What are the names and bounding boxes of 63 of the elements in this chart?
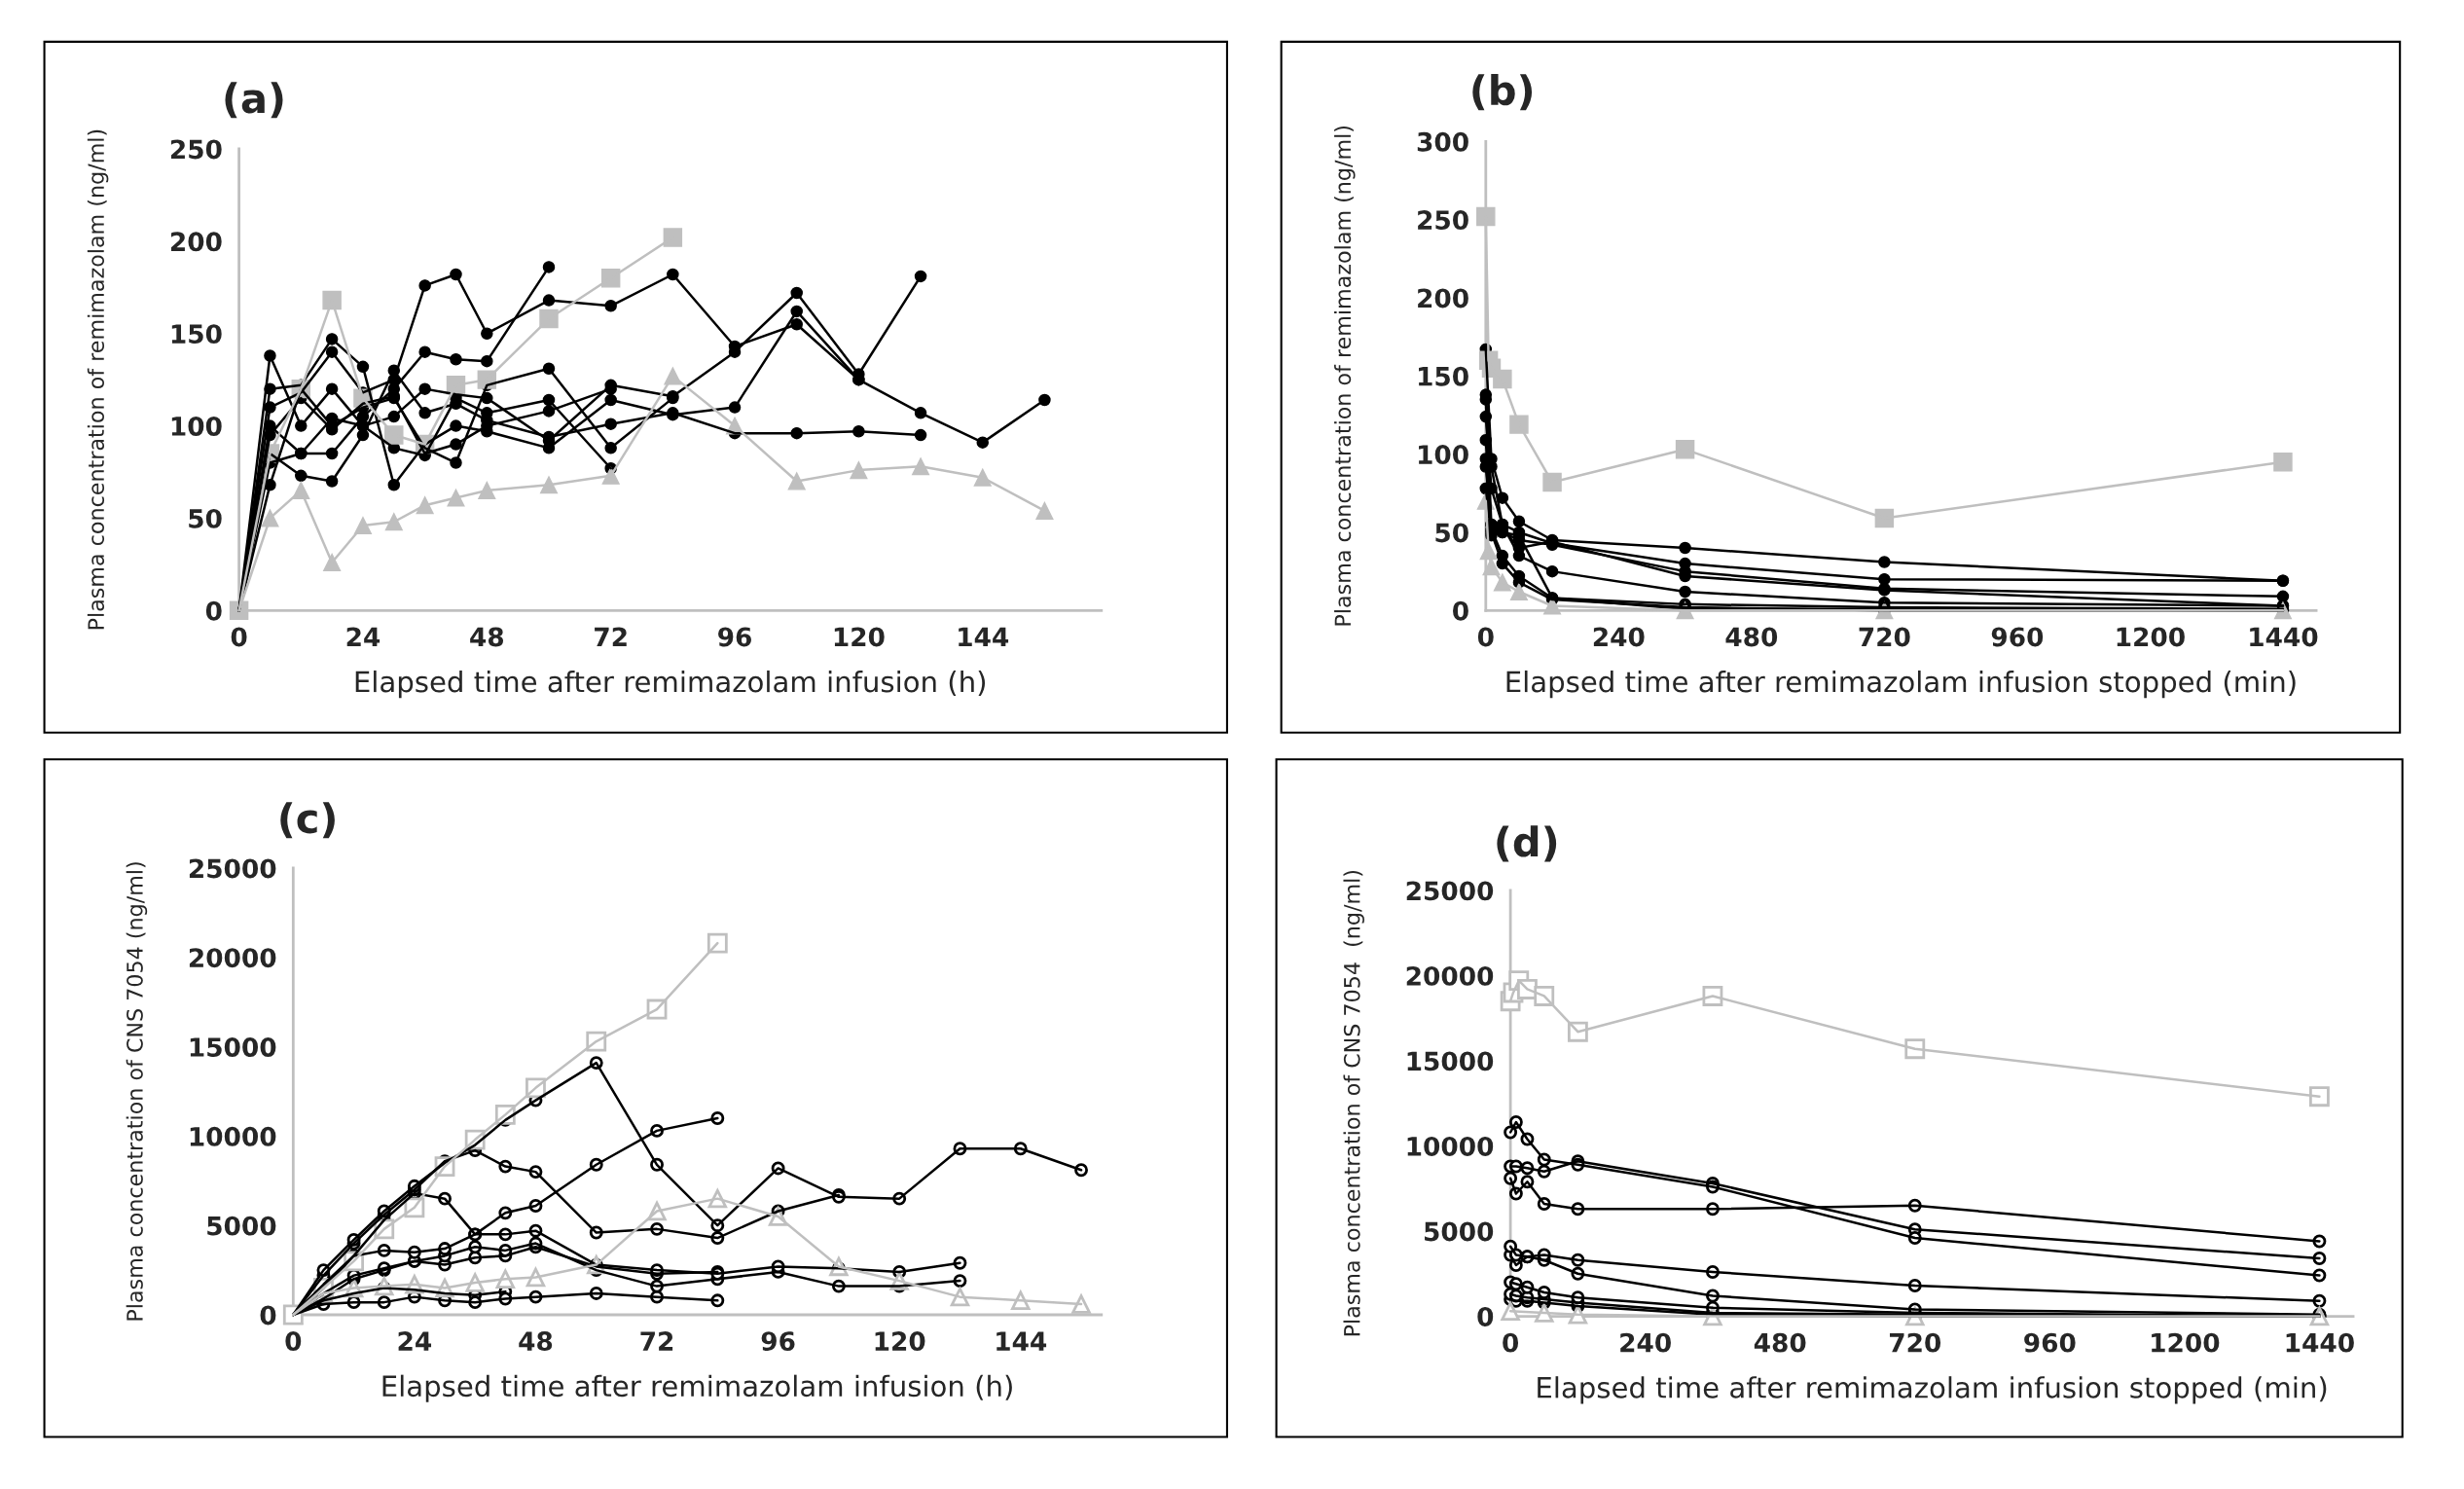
- y-tick-label: 25000: [189, 858, 276, 879]
- x-tick-label: 480: [1754, 1332, 1806, 1353]
- x-tick-label: 24: [346, 627, 380, 647]
- x-tick-label: 96: [718, 627, 751, 647]
- y-tick-label: 15000: [1407, 1051, 1494, 1071]
- x-tick-label: 1440: [2250, 627, 2318, 647]
- y-axis-title: Plasma concentration of remimazolam (ng/ml): [87, 129, 109, 630]
- y-axis-title: Plasma concentration of CNS 7054 (ng/ml): [1343, 870, 1364, 1336]
- x-tick-label: 240: [1593, 627, 1645, 647]
- y-tick-label: 20000: [189, 948, 276, 968]
- y-tick-label: 10000: [190, 1126, 276, 1146]
- y-tick-label: 0: [1453, 600, 1468, 621]
- x-tick-label: 1200: [2152, 1332, 2220, 1353]
- x-axis-title: Elapsed time after remimazolam infusion (h): [382, 1374, 1012, 1402]
- x-tick-label: 24: [398, 1331, 432, 1351]
- y-tick-label: 10000: [1407, 1136, 1494, 1156]
- y-tick-label: 300: [1417, 131, 1468, 152]
- x-axis-title: Elapsed time after remimazolam infusion (h): [355, 670, 986, 699]
- text: (c): [280, 802, 335, 839]
- x-tick-label: 48: [519, 1331, 553, 1352]
- y-axis-title: Plasma concentration of CNS 7054 (ng/ml): [126, 862, 148, 1321]
- y-tick-label: 250: [1418, 210, 1468, 231]
- x-tick-label: 1440: [2286, 1332, 2354, 1353]
- x-tick-label: 960: [2024, 1332, 2076, 1353]
- x-axis-title: Elapsed time after remimazolam infusion stopped (min): [1538, 1376, 2327, 1404]
- y-tick-label: 20000: [1406, 965, 1494, 986]
- x-tick-label: 720: [1889, 1332, 1941, 1353]
- text: (b): [1472, 74, 1533, 111]
- y-tick-label: 150: [1419, 366, 1468, 386]
- y-tick-label: 100: [1419, 445, 1468, 465]
- y-tick-label: 50: [1435, 523, 1468, 543]
- x-tick-label: 72: [640, 1331, 673, 1351]
- x-tick-label: 120: [875, 1331, 925, 1352]
- text: (a): [225, 82, 283, 119]
- x-tick-label: 960: [1991, 627, 2044, 647]
- y-tick-label: 100: [171, 417, 222, 436]
- x-tick-label: 120: [834, 627, 885, 647]
- y-tick-label: 250: [170, 139, 222, 160]
- x-tick-label: 96: [761, 1331, 795, 1352]
- y-tick-label: 15000: [190, 1037, 276, 1057]
- y-tick-label: 0: [1477, 1306, 1494, 1326]
- y-tick-label: 200: [170, 232, 222, 252]
- text: (d): [1497, 825, 1557, 862]
- y-tick-label: 0: [205, 600, 222, 621]
- x-tick-label: 240: [1620, 1332, 1671, 1353]
- x-tick-label: 48: [470, 627, 504, 647]
- y-tick-label: 50: [189, 508, 222, 528]
- x-tick-label: 0: [1503, 1332, 1519, 1353]
- y-tick-label: 0: [260, 1305, 276, 1326]
- x-tick-label: 72: [595, 627, 627, 647]
- y-tick-label: 5000: [207, 1216, 276, 1236]
- y-tick-label: 5000: [1425, 1221, 1494, 1242]
- x-tick-label: 480: [1725, 627, 1778, 647]
- x-tick-label: 720: [1859, 627, 1910, 647]
- x-tick-label: 1200: [2117, 627, 2185, 647]
- y-axis-title: Plasma concentration of remimazolam (ng/ml): [1334, 126, 1356, 626]
- y-tick-label: 25000: [1406, 881, 1494, 901]
- x-tick-label: 0: [285, 1331, 302, 1352]
- y-tick-label: 200: [1418, 288, 1468, 309]
- x-tick-label: 144: [996, 1331, 1047, 1351]
- x-axis-title: Elapsed time after remimazolam infusion stopped (min): [1506, 670, 2296, 699]
- x-tick-label: 144: [959, 627, 1009, 647]
- y-tick-label: 150: [171, 324, 222, 345]
